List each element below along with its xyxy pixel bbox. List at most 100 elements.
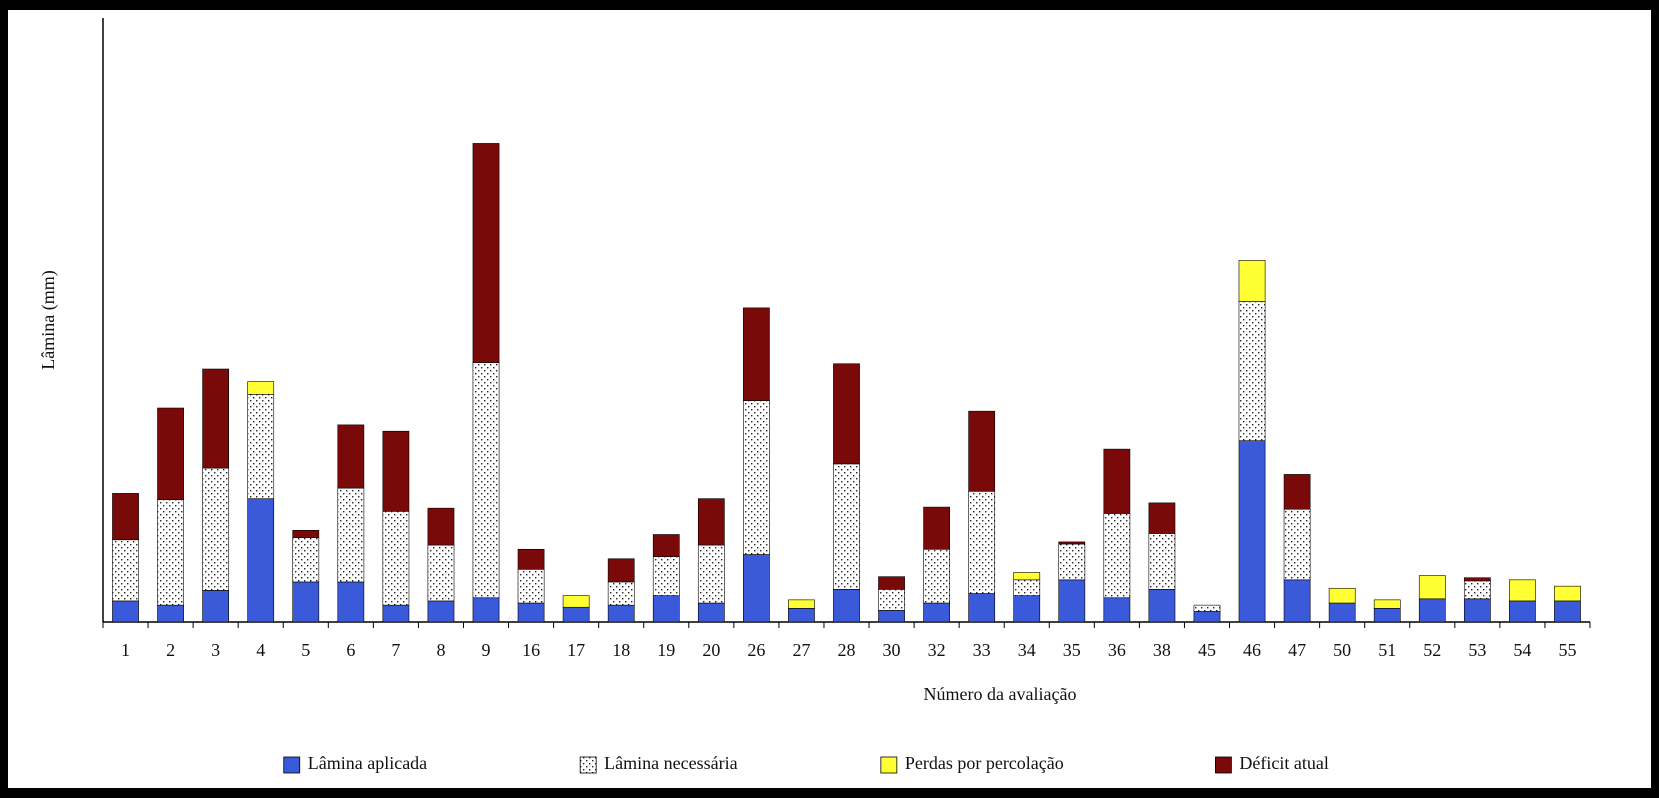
bar-segment	[292, 529, 320, 538]
x-tick-label: 20	[702, 640, 720, 660]
x-tick-label: 3	[211, 640, 220, 660]
bar-segment	[247, 498, 275, 623]
bar-segment	[743, 554, 770, 623]
bar-segment	[1463, 598, 1491, 623]
bar-segment	[1148, 502, 1176, 534]
bar-segment	[1238, 440, 1266, 623]
bar-segment	[1283, 474, 1311, 510]
bar-segment	[1509, 579, 1536, 602]
x-tick-label: 52	[1423, 640, 1441, 660]
bar-segment	[1013, 579, 1041, 596]
bar-segment	[697, 602, 725, 623]
legend-label: Lâmina necessária	[604, 753, 737, 773]
bar-segment	[517, 568, 545, 604]
x-tick-label: 54	[1513, 640, 1531, 660]
bar-segment	[472, 143, 500, 363]
bar-segment	[1193, 604, 1221, 612]
bar-segment	[968, 410, 996, 492]
legend-label: Lâmina aplicada	[308, 753, 427, 773]
bar-segment	[833, 363, 860, 465]
bar-segment	[1058, 541, 1086, 545]
bar-segment	[337, 581, 365, 623]
legend-swatch	[880, 756, 898, 774]
x-tick-label: 47	[1288, 640, 1306, 660]
x-tick-label: 33	[973, 640, 991, 660]
bar-segment	[112, 493, 139, 541]
bar-segment	[1328, 602, 1356, 623]
x-tick-label: 35	[1063, 640, 1081, 660]
bar-segment	[1463, 577, 1491, 582]
legend-swatch	[1215, 756, 1232, 774]
bar-segment	[923, 602, 950, 623]
x-tick-label: 45	[1198, 640, 1216, 660]
bar-segment	[1013, 595, 1041, 623]
x-tick-label: 34	[1018, 640, 1036, 660]
bar-segment	[1509, 600, 1536, 623]
bar-segment	[472, 597, 500, 623]
x-tick-label: 5	[301, 640, 310, 660]
x-tick-label: 30	[883, 640, 901, 660]
bar-segment	[247, 381, 275, 395]
bar-segment	[1418, 575, 1446, 600]
bar-segment	[562, 606, 590, 623]
bar-segment	[743, 400, 770, 555]
bar-segment	[1148, 533, 1176, 590]
bar-segment	[743, 307, 770, 401]
x-tick-label: 46	[1243, 640, 1261, 660]
x-tick-label: 8	[436, 640, 445, 660]
bar-segment	[833, 589, 860, 623]
bar-segment	[112, 600, 139, 623]
bar-segment	[923, 506, 950, 550]
x-tick-label: 53	[1468, 640, 1486, 660]
bar-segment	[652, 556, 680, 596]
x-tick-label: 50	[1333, 640, 1351, 660]
bar-segment	[1328, 587, 1356, 604]
bar-segment	[1554, 600, 1581, 623]
legend-label: Perdas por percolação	[905, 753, 1064, 773]
bar-segment	[1238, 301, 1266, 441]
bar-segment	[1148, 589, 1176, 623]
bar-segment	[382, 511, 410, 606]
bar-segment	[697, 498, 725, 546]
bar-segment	[292, 537, 320, 583]
x-tick-label: 32	[928, 640, 946, 660]
x-tick-label: 9	[482, 640, 491, 660]
bar-segment	[427, 600, 455, 623]
x-tick-label: 27	[792, 640, 810, 660]
bar-segment	[382, 430, 410, 512]
bar-segment	[788, 599, 815, 609]
bar-segment	[878, 589, 905, 611]
bar-segment	[247, 394, 275, 499]
bar-segment	[157, 604, 184, 623]
bar-segment	[202, 590, 230, 623]
x-axis-title: Número da avaliação	[924, 684, 1077, 704]
x-tick-label: 16	[522, 640, 540, 660]
x-tick-label: 18	[612, 640, 630, 660]
x-tick-label: 6	[346, 640, 355, 660]
bar-segment	[788, 607, 815, 623]
bar-segment	[1103, 597, 1131, 623]
x-tick-label: 26	[747, 640, 765, 660]
bar-segment	[878, 610, 905, 623]
bar-segment	[1238, 260, 1266, 302]
bar-segment	[1418, 598, 1446, 623]
legend-swatch	[579, 756, 597, 774]
x-tick-label: 2	[166, 640, 175, 660]
bar-segment	[1283, 508, 1311, 581]
x-tick-label: 17	[567, 640, 585, 660]
bar-segment	[1103, 513, 1131, 599]
bar-segment	[968, 593, 996, 623]
bar-segment	[382, 604, 410, 623]
bar-segment	[427, 507, 455, 546]
x-tick-label: 4	[256, 640, 265, 660]
bar-segment	[1463, 580, 1491, 600]
bar-segment	[968, 490, 996, 594]
bar-segment	[1193, 611, 1221, 623]
bar-segment	[472, 362, 500, 599]
bar-segment	[1373, 607, 1401, 623]
bar-segment	[427, 544, 455, 602]
x-tick-label: 55	[1558, 640, 1576, 660]
x-tick-label: 7	[391, 640, 400, 660]
bar-segment	[337, 424, 365, 489]
